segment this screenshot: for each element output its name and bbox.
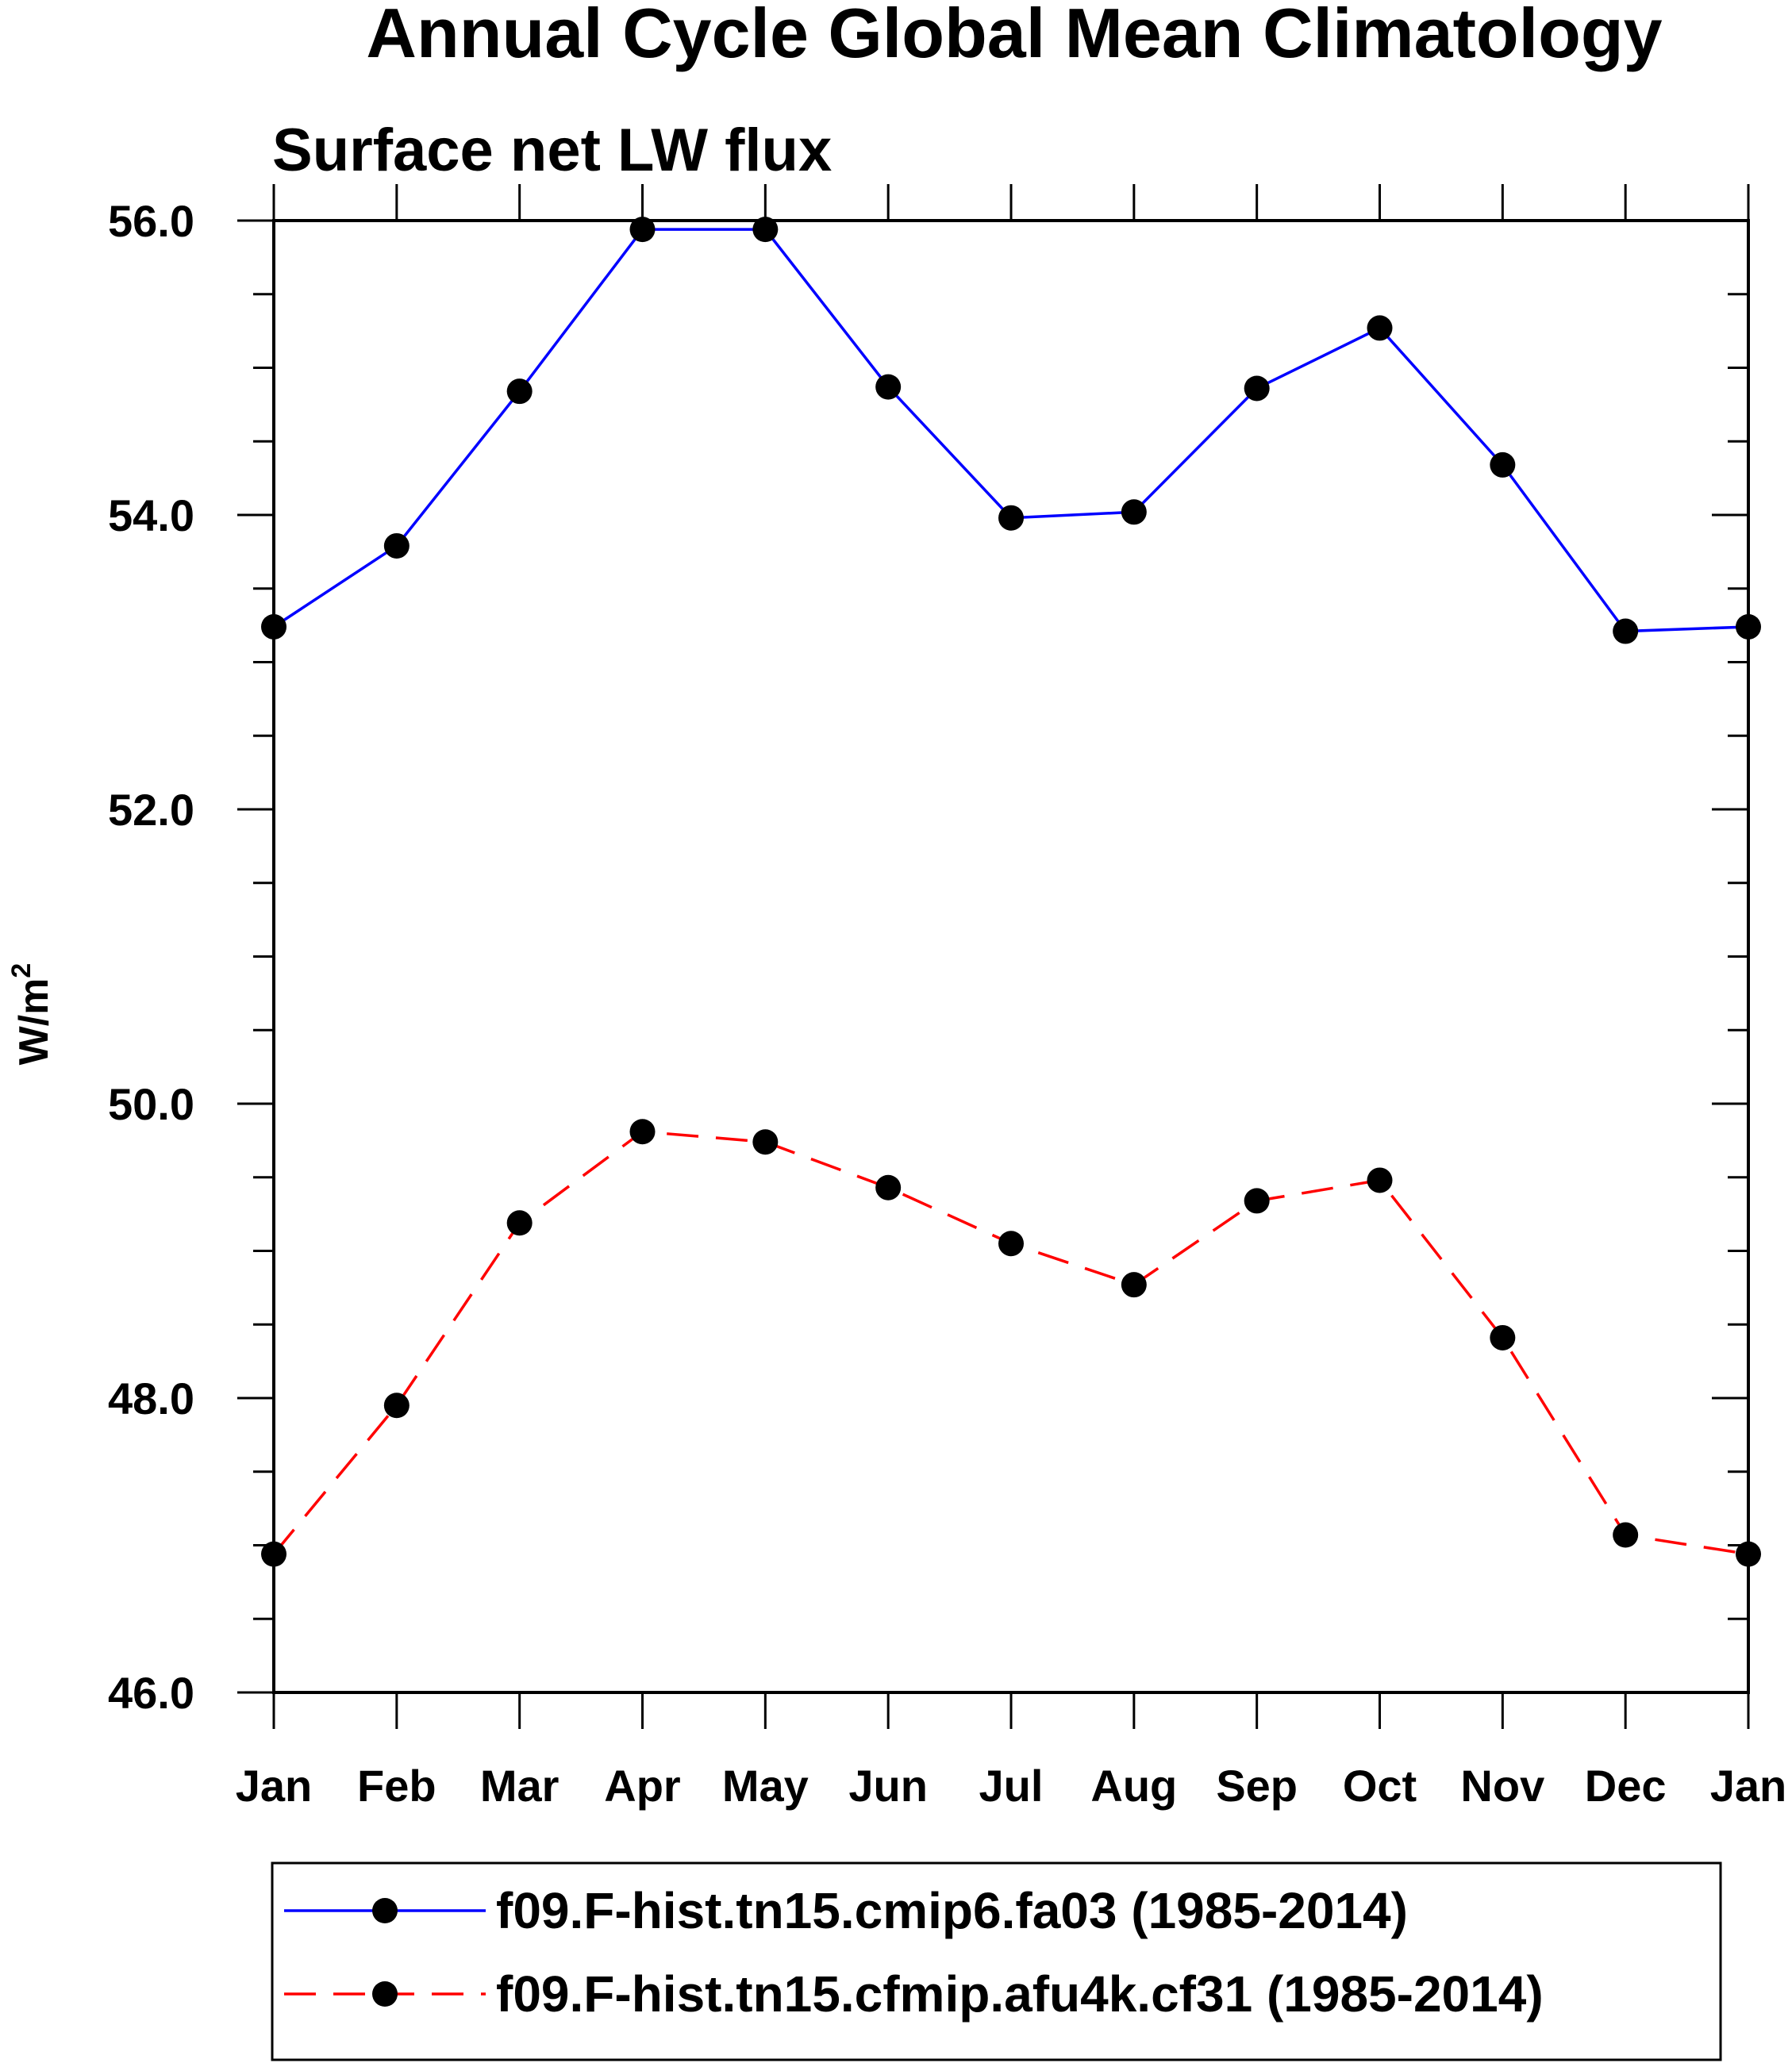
series-1-point	[1121, 499, 1147, 525]
x-tick-label: Oct	[1343, 1761, 1417, 1811]
series-1-point	[1367, 315, 1393, 341]
series-line-1	[273, 228, 1749, 633]
x-tick-label: Feb	[357, 1761, 436, 1811]
y-tick-label: 50.0	[108, 1079, 194, 1129]
series-1-point	[261, 613, 286, 640]
x-tick-label: Jan	[1710, 1761, 1787, 1811]
series-2-point	[261, 1541, 286, 1567]
x-tick-label: Dec	[1585, 1761, 1667, 1811]
y-axis-ticks: 46.0 48.0 50.0 52.0 54.0 56.0	[108, 196, 1748, 1718]
y-axis-label: W/m2	[6, 963, 57, 1066]
chart-title: Annual Cycle Global Mean Climatology	[366, 0, 1662, 72]
series-2-point	[1613, 1522, 1639, 1548]
series-2-point	[1367, 1167, 1393, 1193]
series-1-point	[506, 378, 533, 405]
y-tick-label: 48.0	[108, 1373, 194, 1423]
series-1-point	[752, 217, 779, 243]
plot-frame	[272, 219, 1750, 1694]
x-tick-label: Jun	[848, 1761, 928, 1811]
series-2-point	[1244, 1188, 1270, 1214]
x-tick-label: Mar	[480, 1761, 560, 1811]
legend-label-1: f09.F-hist.tn15.cmip6.fa03 (1985-2014)	[496, 1882, 1408, 1939]
series-1-point	[1736, 613, 1761, 640]
x-tick-label: Apr	[604, 1761, 680, 1811]
legend-box	[271, 1861, 1722, 2061]
series-1-point	[629, 217, 656, 243]
x-tick-label: Aug	[1090, 1761, 1177, 1811]
x-axis-ticks: Jan Feb Mar Apr May Jun Jul Aug Sep Oct Nov Dec Jan	[236, 184, 1787, 1811]
series-2-point	[875, 1174, 902, 1201]
y-tick-label: 56.0	[108, 196, 194, 246]
x-tick-label: Jan	[236, 1761, 313, 1811]
series-1-point	[1613, 618, 1639, 644]
series-2-point	[629, 1119, 656, 1145]
series-line-2	[272, 1130, 1749, 1556]
series-2-point	[383, 1393, 410, 1419]
legend-marker-2	[372, 1981, 398, 2007]
series-2-point	[998, 1231, 1024, 1257]
x-tick-label: May	[722, 1761, 809, 1811]
series-1-point	[1490, 451, 1516, 478]
x-tick-label: Jul	[979, 1761, 1044, 1811]
series-layer	[261, 217, 1761, 1567]
series-2-point	[506, 1210, 533, 1236]
series-1-point	[383, 532, 410, 559]
y-tick-label: 52.0	[108, 785, 194, 835]
series-2-point	[752, 1129, 779, 1155]
series-1-point	[998, 505, 1024, 531]
legend-label-2: f09.F-hist.tn15.cfmip.afu4k.cf31 (1985-2…	[496, 1965, 1544, 2023]
x-tick-label: Nov	[1460, 1761, 1544, 1811]
chart-subtitle: Surface net LW flux	[272, 117, 832, 184]
legend: f09.F-hist.tn15.cmip6.fa03 (1985-2014) f0…	[284, 1882, 1544, 2023]
x-tick-label: Sep	[1216, 1761, 1298, 1811]
series-1-point	[875, 374, 902, 400]
series-2-point	[1736, 1541, 1761, 1567]
series-2-point	[1121, 1272, 1147, 1298]
legend-marker-1	[372, 1898, 398, 1923]
series-1-point	[1244, 375, 1270, 401]
y-tick-label: 54.0	[108, 490, 194, 540]
series-2-point	[1490, 1324, 1516, 1350]
y-tick-label: 46.0	[108, 1668, 194, 1718]
